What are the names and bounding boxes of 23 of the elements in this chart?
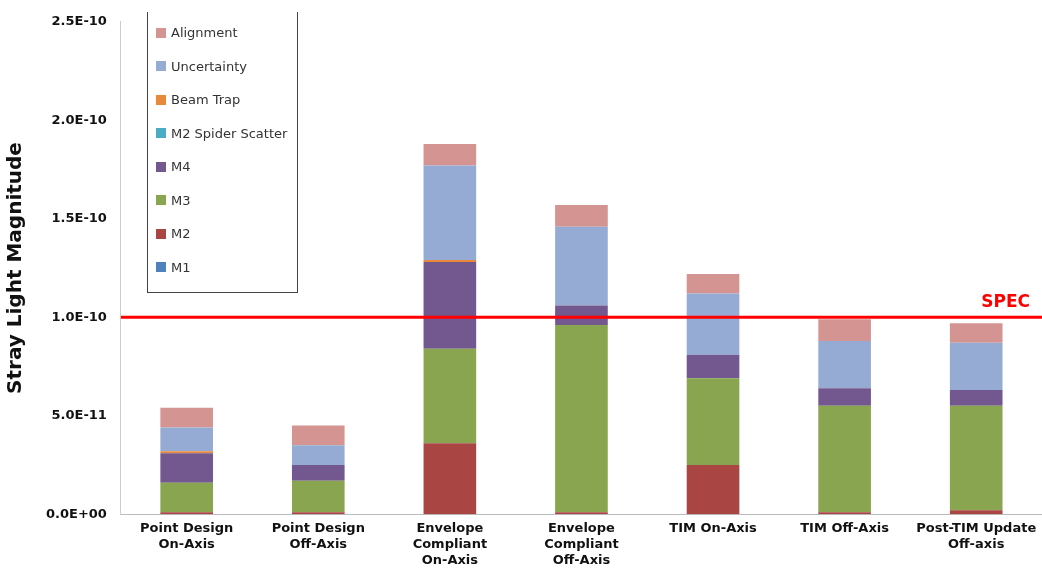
x-tick-label: Point Design On-Axis (140, 520, 234, 551)
x-tick-label: Envelope Compliant Off-Axis (544, 520, 619, 567)
y-tick-label: 2.5E-10 (51, 13, 107, 29)
x-tick-label: Post-TIM Update Off-axis (916, 520, 1037, 551)
y-tick-label: 5.0E-11 (51, 407, 107, 423)
y-axis-title: Stray Light Magnitude (2, 142, 27, 394)
x-tick-label: Point Design Off-Axis (271, 520, 365, 551)
legend-label: M2 (171, 226, 191, 242)
x-tick-label: TIM On-Axis (669, 520, 758, 536)
legend-label: Beam Trap (171, 92, 241, 108)
legend-label: M2 Spider Scatter (171, 125, 288, 141)
y-tick-label: 0.0E+00 (45, 505, 107, 521)
legend-label: M1 (171, 259, 191, 275)
y-tick-label: 1.5E-10 (51, 210, 107, 226)
legend-label: M3 (171, 192, 191, 208)
x-tick-label: TIM Off-Axis (800, 520, 890, 536)
ref-line-label: SPEC (981, 291, 1030, 312)
legend-label: Uncertainty (171, 58, 247, 74)
legend-label: Alignment (171, 25, 238, 41)
y-tick-label: 1.0E-10 (51, 308, 107, 324)
legend-label: M4 (171, 159, 191, 175)
y-tick-label: 2.0E-10 (51, 111, 107, 127)
x-tick-label: Envelope Compliant On-Axis (412, 520, 488, 567)
